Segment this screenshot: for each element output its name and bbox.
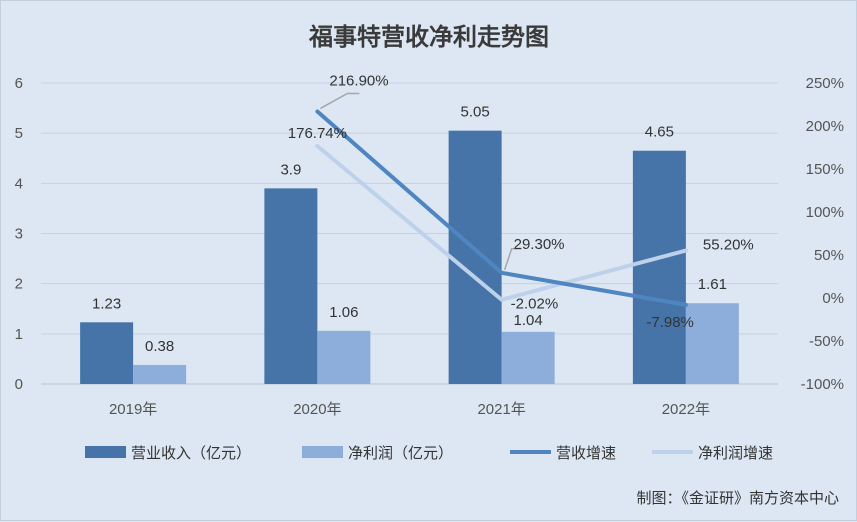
chart-credit: 制图：《金证研》南方资本中心 <box>636 489 839 507</box>
y-right-tick-label: 150% <box>806 161 844 178</box>
x-tick-label: 2019年 <box>109 401 157 418</box>
legend-label-profit: 净利润（亿元） <box>348 444 453 462</box>
revenue-bar-label: 1.23 <box>92 295 121 312</box>
revenue-bar-label: 4.65 <box>645 124 674 141</box>
x-tick-label: 2022年 <box>662 401 710 418</box>
revenue-bar-label: 3.9 <box>280 161 301 178</box>
profit-growth-label: 55.20% <box>703 237 754 254</box>
y-left-tick-label: 0 <box>15 376 23 393</box>
revenue-bar <box>632 150 686 384</box>
y-right-tick-label: 250% <box>806 75 844 92</box>
revenue-growth-label: -7.98% <box>646 314 694 331</box>
y-right-tick-label: 100% <box>806 204 844 221</box>
legend-label-profit-growth: 净利润增速 <box>698 444 773 462</box>
y-left-tick-label: 6 <box>15 75 23 92</box>
revenue-bar <box>448 130 502 384</box>
legend-label-revenue: 营业收入（亿元） <box>131 444 251 462</box>
x-tick-label: 2021年 <box>477 401 525 418</box>
revenue-bar-label: 5.05 <box>461 104 490 121</box>
y-left-tick-label: 1 <box>15 326 23 343</box>
legend-label-revenue-growth: 营收增速 <box>556 444 616 462</box>
y-right-tick-label: -50% <box>809 333 844 350</box>
profit-bar <box>317 330 371 384</box>
y-right-tick-label: -100% <box>801 376 844 393</box>
profit-growth-label: -2.02% <box>511 296 559 313</box>
y-right-tick-label: 200% <box>806 118 844 135</box>
y-right-tick-label: 0% <box>822 290 844 307</box>
revenue-growth-line <box>315 109 688 307</box>
revenue-growth-label: 29.30% <box>514 236 565 253</box>
revenue-bar <box>80 322 134 384</box>
profit-bar-label: 1.61 <box>698 276 727 293</box>
profit-bar <box>133 364 187 384</box>
profit-bar-label: 1.04 <box>514 312 543 329</box>
revenue-growth-label: 216.90% <box>329 72 388 89</box>
x-tick-label: 2020年 <box>293 401 341 418</box>
chart-title: 福事特营收净利走势图 <box>308 23 549 51</box>
y-left-tick-label: 5 <box>15 125 23 142</box>
profit-bar-label: 0.38 <box>145 338 174 355</box>
profit-bar-label: 1.06 <box>329 304 358 321</box>
leader-line <box>320 92 360 110</box>
profit-bar <box>685 303 739 384</box>
profit-growth-line <box>315 144 688 302</box>
y-right-tick-label: 50% <box>814 247 844 264</box>
profit-growth-label: 176.74% <box>288 125 347 142</box>
y-left-tick-label: 4 <box>15 175 23 192</box>
y-left-tick-label: 2 <box>15 276 23 293</box>
legend-swatch-revenue <box>85 446 126 458</box>
profit-bar <box>501 331 555 384</box>
leader-line <box>503 248 522 271</box>
y-left-tick-label: 3 <box>15 226 23 243</box>
legend-swatch-profit <box>302 446 343 458</box>
revenue-bar <box>264 188 318 384</box>
